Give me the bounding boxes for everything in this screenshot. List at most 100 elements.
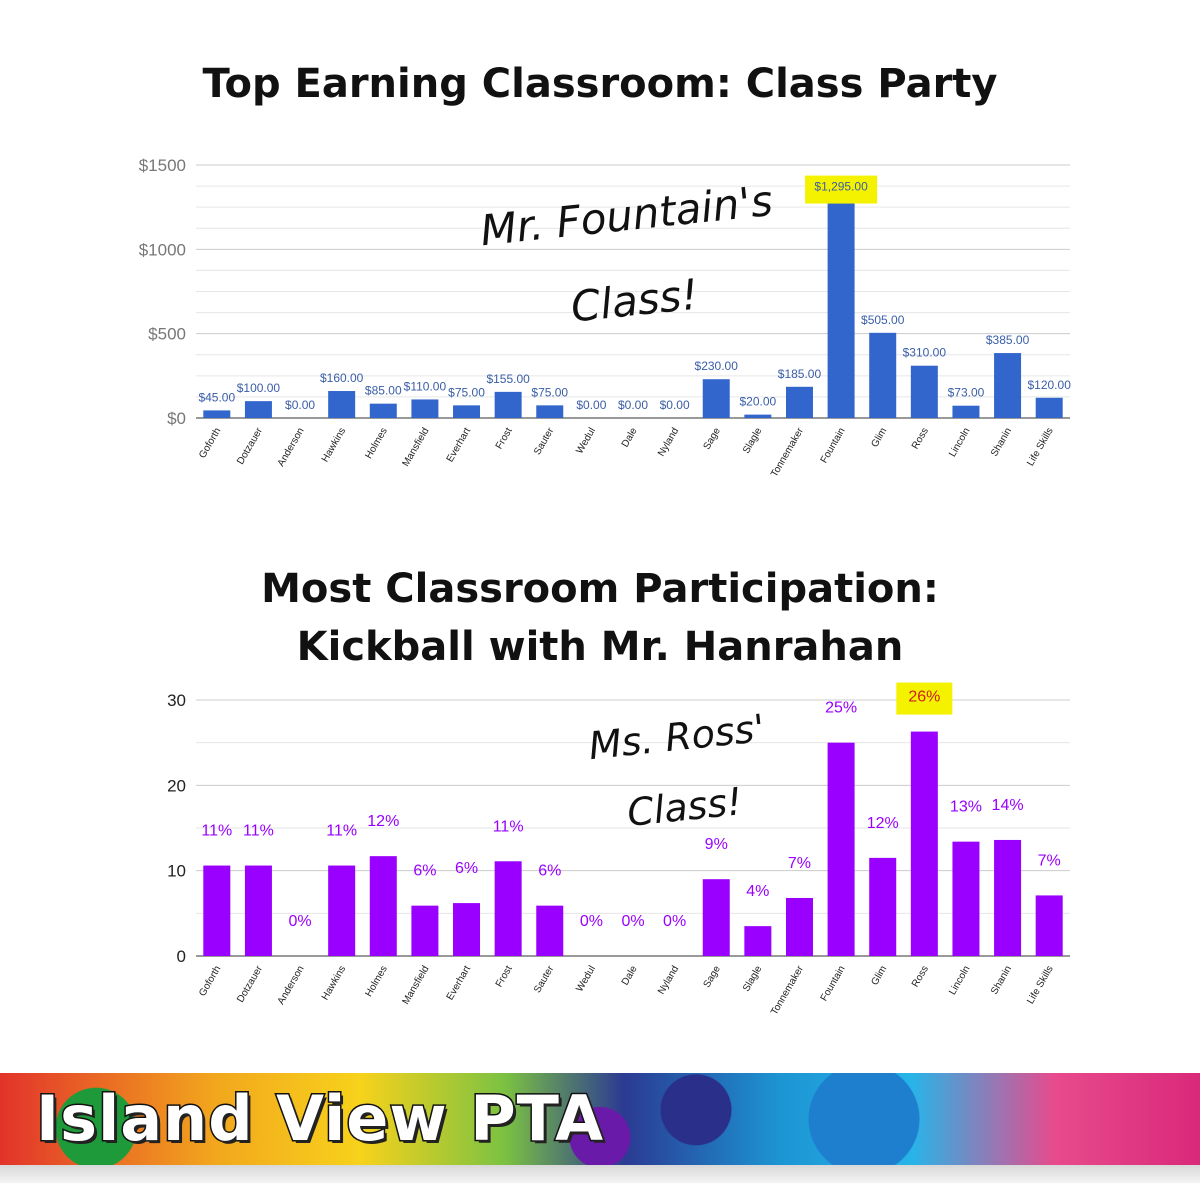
bar-mansfield <box>411 905 439 956</box>
category-label: Slagle <box>741 426 765 456</box>
annotation-line: Mr. Fountain's <box>478 176 775 255</box>
y-tick-label: $1000 <box>139 240 186 259</box>
category-label: Sauter <box>532 425 557 457</box>
data-label: 0% <box>663 913 686 930</box>
category-label: Everhart <box>445 964 474 1002</box>
data-label: $45.00 <box>198 390 235 404</box>
bar-goforth <box>203 410 231 418</box>
data-label: 7% <box>788 855 811 872</box>
data-label: 14% <box>992 797 1024 814</box>
bar-frost <box>494 391 522 418</box>
data-label: $20.00 <box>740 395 777 409</box>
data-label: $0.00 <box>576 398 606 412</box>
data-label: $75.00 <box>448 385 485 399</box>
data-label: 11% <box>493 818 524 835</box>
data-label: 12% <box>367 813 399 830</box>
category-label: Lincoln <box>947 426 972 459</box>
bar-tonnemaker <box>785 386 813 418</box>
data-label: $75.00 <box>531 385 568 399</box>
bar-tonnemaker <box>785 897 813 956</box>
chart-title-participation-line2: Kickball with Mr. Hanrahan <box>296 624 904 670</box>
y-tick-label: 0 <box>177 947 186 966</box>
y-tick-label: 20 <box>167 776 186 795</box>
category-label: Lincoln <box>947 964 972 997</box>
category-label: Nyland <box>656 964 681 996</box>
category-label: Dale <box>620 964 640 988</box>
banner-title: Island View PTA <box>34 1081 605 1157</box>
highlight-box <box>805 175 878 204</box>
data-label: $73.00 <box>948 386 985 400</box>
y-tick-label: $500 <box>148 325 186 344</box>
data-label: $0.00 <box>618 398 648 412</box>
data-label: $310.00 <box>903 346 947 360</box>
category-label: Mansfield <box>401 964 432 1007</box>
bar-everhart <box>453 903 481 956</box>
category-label: Goforth <box>197 964 223 998</box>
annotation-line: Class! <box>625 779 744 835</box>
bar-hawkins <box>328 865 356 956</box>
bar-lincoln <box>952 841 980 956</box>
data-label: 0% <box>621 913 644 930</box>
category-label: Dotzauer <box>235 425 265 466</box>
category-label: Goforth <box>197 426 223 460</box>
data-label: 11% <box>326 823 357 840</box>
category-label: Ross <box>910 964 931 989</box>
data-label: 6% <box>455 860 478 877</box>
bar-dotzauer <box>244 401 272 418</box>
category-label: Sage <box>702 426 723 452</box>
chart-title-participation-line1: Most Classroom Participation: <box>261 566 939 612</box>
participation-bar-chart: 0 10 20 30 11% Goforth 11% Dotzauer 0% Anderson 11… <box>167 682 1070 1017</box>
bar-sauter <box>536 905 564 956</box>
category-label: Wedul <box>574 964 598 994</box>
highlight-box <box>896 682 953 715</box>
data-label: $160.00 <box>320 371 364 385</box>
data-label: 4% <box>746 883 769 900</box>
category-label: Life Skills <box>1025 964 1056 1006</box>
data-label: $0.00 <box>285 398 315 412</box>
category-label: Shanin <box>989 426 1014 458</box>
bar-goforth <box>203 865 231 956</box>
data-label: $385.00 <box>986 333 1030 347</box>
data-label: 6% <box>413 863 436 880</box>
data-label: 9% <box>705 836 728 853</box>
category-label: Shanin <box>989 964 1014 996</box>
category-label: Glim <box>870 426 890 449</box>
y-tick-label: 10 <box>167 862 186 881</box>
bar-sage <box>702 379 730 418</box>
category-label: Slagle <box>741 964 765 994</box>
bar-shanin <box>994 839 1022 956</box>
data-label: $110.00 <box>404 379 447 393</box>
category-label: Wedul <box>574 426 598 456</box>
bar-sauter <box>536 405 564 418</box>
bar-slagle <box>744 414 772 418</box>
data-label: $155.00 <box>486 372 530 386</box>
annotation-line: Ms. Ross' <box>587 706 767 768</box>
bar-life-skills <box>1035 895 1063 956</box>
data-label: 0% <box>580 913 603 930</box>
category-label: Glim <box>870 964 890 987</box>
category-label: Hawkins <box>320 426 348 464</box>
category-label: Mansfield <box>401 426 432 469</box>
bar-life-skills <box>1035 397 1063 418</box>
category-label: Holmes <box>363 964 389 999</box>
bar-slagle <box>744 926 772 956</box>
chart-title-earnings: Top Earning Classroom: Class Party <box>202 61 998 107</box>
bar-sage <box>702 879 730 956</box>
bar-dotzauer <box>244 865 272 956</box>
data-label: $1,295.00 <box>814 180 868 194</box>
category-label: Frost <box>494 426 515 451</box>
data-label: 11% <box>201 823 232 840</box>
data-label: $85.00 <box>365 384 402 398</box>
annotation-line: Class! <box>569 270 701 332</box>
category-label: Anderson <box>276 964 307 1007</box>
bar-fountain <box>827 742 855 956</box>
category-label: Nyland <box>656 426 681 458</box>
bar-mansfield <box>411 399 439 418</box>
data-label: $505.00 <box>861 313 905 327</box>
data-label: 7% <box>1038 852 1061 869</box>
category-label: Life Skills <box>1025 426 1056 468</box>
bar-lincoln <box>952 405 980 418</box>
bar-frost <box>494 861 522 956</box>
category-label: Sage <box>702 964 723 990</box>
bar-everhart <box>453 405 481 418</box>
